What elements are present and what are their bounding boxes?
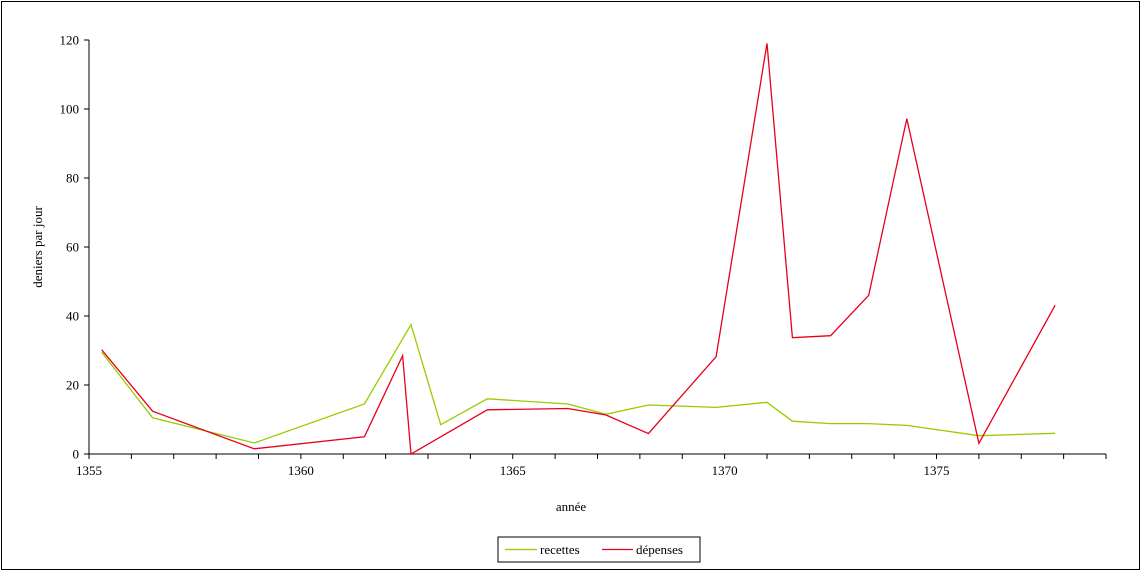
y-tick-label: 60 (66, 240, 79, 255)
y-axis-title: deniers par jour (30, 206, 45, 288)
y-tick-label: 20 (66, 378, 79, 393)
y-tick-label: 120 (60, 33, 80, 48)
series-layer (101, 43, 1056, 456)
x-tick-label: 1360 (288, 463, 314, 478)
series-line-depenses (101, 43, 1056, 456)
legend-label-recettes: recettes (540, 542, 580, 557)
x-axis-title: année (556, 499, 587, 514)
y-tick-label: 0 (73, 447, 80, 462)
legend-label-depenses: dépenses (636, 542, 683, 557)
x-tick-label: 1375 (924, 463, 950, 478)
x-tick-label: 1370 (712, 463, 738, 478)
x-ticks: 1355 1360 1365 1370 1375 (76, 454, 1107, 478)
series-line-recettes (101, 322, 1056, 444)
axes (88, 40, 1106, 455)
y-tick-label: 100 (60, 102, 80, 117)
x-tick-label: 1365 (500, 463, 526, 478)
x-tick-label: 1355 (76, 463, 102, 478)
y-tick-label: 80 (66, 171, 79, 186)
y-ticks: 0 20 40 60 80 100 120 (60, 33, 89, 462)
legend: recettes dépenses (497, 536, 701, 563)
y-tick-label: 40 (66, 309, 79, 324)
